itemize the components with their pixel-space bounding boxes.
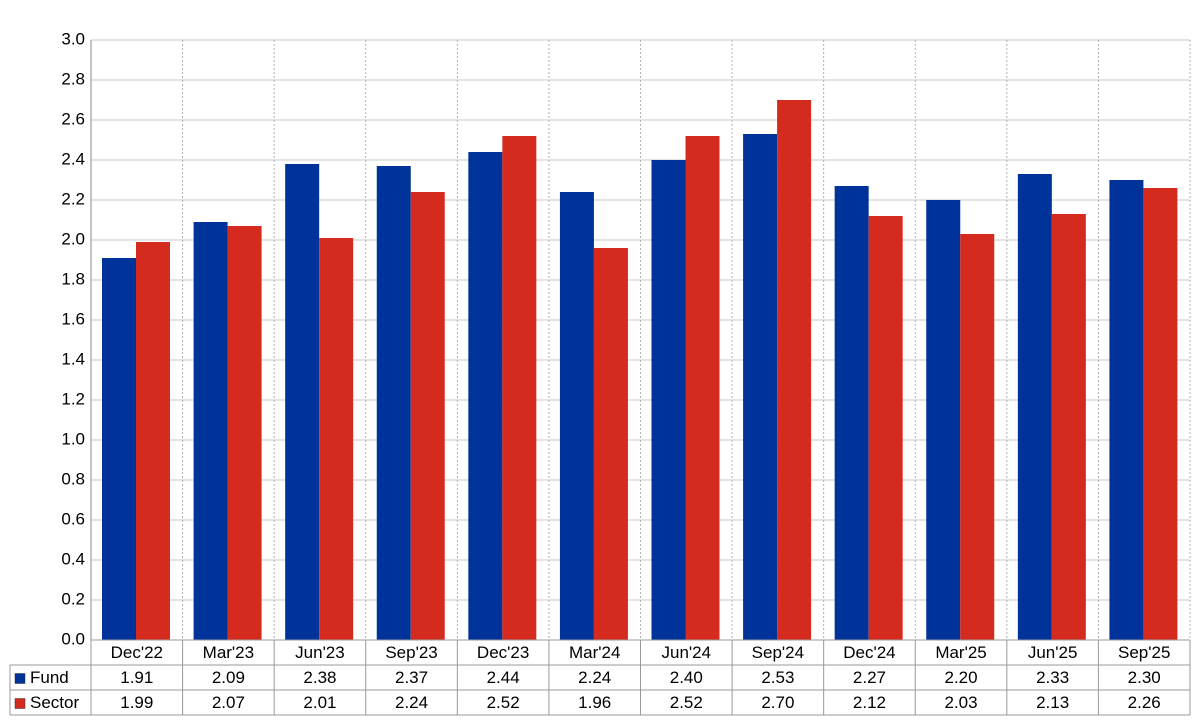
table-value: 1.91 [120,668,153,687]
table-value: 2.13 [1036,693,1069,712]
table-value: 2.27 [853,668,886,687]
x-tick-label: Dec'24 [843,643,895,662]
y-tick-label: 3.0 [61,29,85,48]
x-tick-label: Sep'25 [1118,643,1170,662]
table-value: 2.37 [395,668,428,687]
bar [102,258,136,640]
x-tick-label: Mar'23 [203,643,254,662]
table-value: 2.30 [1128,668,1161,687]
y-tick-label: 1.2 [61,389,85,408]
table-value: 1.96 [578,693,611,712]
table-value: 2.24 [395,693,428,712]
bar [376,166,411,640]
y-tick-label: 0.8 [61,469,85,488]
bar [685,136,720,640]
legend-swatch [14,673,26,684]
x-tick-label: Sep'24 [752,643,804,662]
legend-label: Sector [30,693,79,712]
bar [960,234,995,640]
y-tick-label: 2.6 [61,109,85,128]
y-tick-label: 0.6 [61,509,85,528]
bar [1109,180,1144,640]
x-tick-label: Mar'25 [935,643,986,662]
bar [559,192,594,640]
y-tick-label: 0.4 [61,549,85,568]
table-value: 2.38 [303,668,336,687]
table-value: 2.09 [212,668,245,687]
table-value: 2.52 [487,693,520,712]
table-value: 2.12 [853,693,886,712]
x-tick-label: Mar'24 [569,643,620,662]
table-value: 1.99 [120,693,153,712]
bar [834,186,869,640]
bar [1143,188,1178,640]
x-tick-label: Dec'23 [477,643,529,662]
bar [227,226,262,640]
table-value: 2.52 [670,693,703,712]
bar [777,100,812,640]
table-value: 2.01 [303,693,336,712]
table-value: 2.20 [944,668,977,687]
y-tick-label: 1.6 [61,309,85,328]
legend-label: Fund [30,668,69,687]
bar [502,136,537,640]
x-tick-label: Jun'24 [662,643,712,662]
bar [1017,174,1052,640]
y-tick-label: 1.0 [61,429,85,448]
table-value: 2.26 [1128,693,1161,712]
y-tick-label: 2.4 [61,149,85,168]
table-value: 2.24 [578,668,611,687]
x-tick-label: Jun'23 [295,643,345,662]
y-tick-label: 2.0 [61,229,85,248]
y-tick-label: 2.2 [61,189,85,208]
bar [926,200,961,640]
bar [868,216,903,640]
table-value: 2.44 [487,668,520,687]
bar [743,134,778,640]
bar [593,248,628,640]
y-tick-label: 1.4 [61,349,85,368]
bar [285,164,320,640]
y-tick-label: 1.8 [61,269,85,288]
y-tick-label: 0.0 [61,629,85,648]
table-value: 2.07 [212,693,245,712]
bar [319,238,354,640]
bar [410,192,445,640]
bar [193,222,228,640]
bar [651,160,686,640]
legend-swatch [14,698,26,709]
x-tick-label: Jun'25 [1028,643,1078,662]
table-value: 2.03 [944,693,977,712]
bar [468,152,503,640]
y-tick-label: 2.8 [61,69,85,88]
x-tick-label: Sep'23 [385,643,437,662]
x-tick-label: Dec'22 [111,643,163,662]
y-tick-label: 0.2 [61,589,85,608]
table-value: 2.53 [761,668,794,687]
table-value: 2.40 [670,668,703,687]
table-value: 2.33 [1036,668,1069,687]
bar [136,242,170,640]
table-value: 2.70 [761,693,794,712]
bar [1051,214,1086,640]
